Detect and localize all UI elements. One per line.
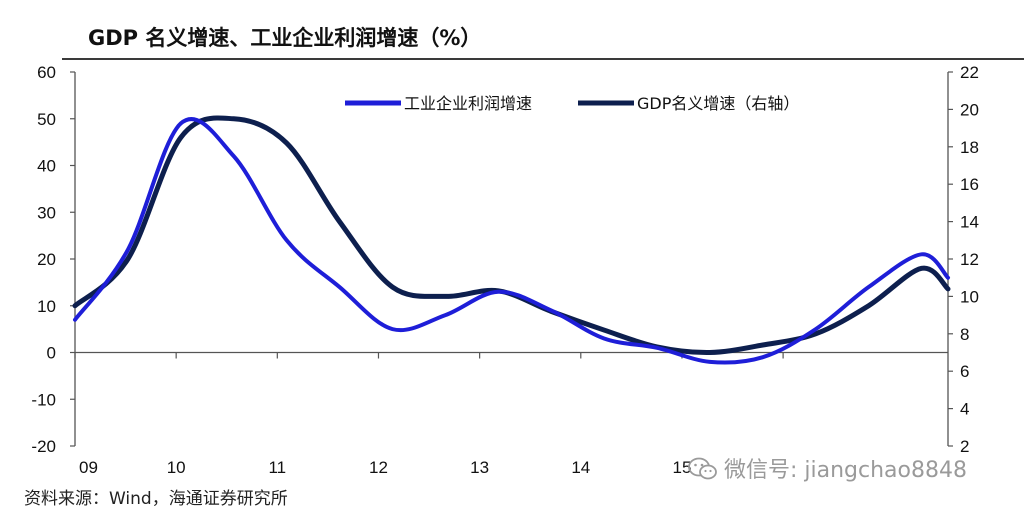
left-tick-label: 50: [37, 110, 56, 129]
chart-title: GDP 名义增速、工业企业利润增速（%）: [88, 26, 482, 50]
right-tick-label: 12: [960, 250, 979, 269]
legend: 工业企业利润增速 GDP名义增速（右轴）: [345, 94, 799, 113]
title-rule: [62, 58, 1024, 60]
watermark-text: 微信号: jiangchao8848: [724, 458, 967, 483]
right-tick-label: 20: [960, 100, 979, 119]
series-line-profit: [73, 117, 950, 365]
legend-label-gdp: GDP名义增速（右轴）: [637, 94, 799, 113]
source-note: 资料来源：Wind，海通证券研究所: [24, 489, 288, 509]
left-tick-label: 60: [37, 63, 56, 82]
x-tick-label: 13: [470, 458, 489, 477]
right-tick-label: 14: [960, 213, 979, 232]
x-tick-label: 09: [79, 458, 98, 477]
series-line-gdp: [72, 115, 951, 356]
right-tick-label: 4: [960, 400, 969, 419]
wechat-icon: [688, 457, 717, 480]
x-tick-label: 14: [571, 458, 590, 477]
x-tick-label: 10: [167, 458, 186, 477]
left-tick-label: -20: [31, 437, 56, 456]
right-tick-label: 16: [960, 175, 979, 194]
right-tick-label: 2: [960, 437, 969, 456]
x-tick-label: 11: [268, 458, 286, 477]
right-tick-label: 8: [960, 325, 969, 344]
x-tick-label: 12: [369, 458, 388, 477]
axes-layer: 60 50 40 30 20 10 0 -10 -20 22 20 18 16 14 12 10 8 6 4 2 09 1…: [31, 63, 979, 477]
left-tick-label: 20: [37, 250, 56, 269]
series-layer: [72, 115, 951, 365]
left-tick-label: 10: [37, 297, 56, 316]
left-tick-label: 30: [37, 203, 56, 222]
left-tick-label: -10: [31, 390, 56, 409]
right-tick-label: 6: [960, 362, 969, 381]
legend-label-profit: 工业企业利润增速: [404, 94, 532, 113]
watermark: 微信号: jiangchao8848: [688, 452, 967, 484]
right-tick-label: 18: [960, 138, 979, 157]
right-tick-label: 10: [960, 287, 979, 306]
right-tick-label: 22: [960, 63, 979, 82]
chart: 60 50 40 30 20 10 0 -10 -20 22 20 18 16 14 12 10 8 6 4 2 09 1…: [31, 63, 979, 477]
left-tick-label: 0: [47, 344, 56, 363]
x-tick-label: 15: [672, 458, 691, 477]
left-tick-label: 40: [37, 157, 56, 176]
